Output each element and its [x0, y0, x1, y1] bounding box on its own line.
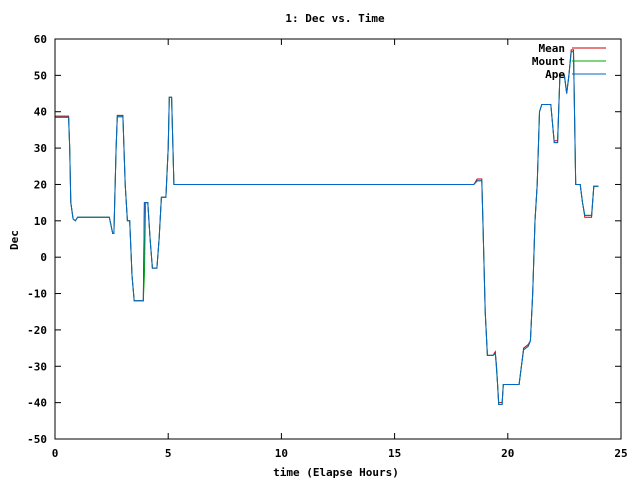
x-tick-label: 0	[52, 447, 59, 460]
y-tick-label: 0	[40, 251, 47, 264]
y-tick-label: -20	[27, 324, 47, 337]
x-tick-label: 20	[501, 447, 514, 460]
y-tick-label: 20	[34, 178, 47, 191]
series-line-mean	[55, 49, 599, 404]
legend-label-mean: Mean	[539, 42, 566, 55]
legend-label-mount: Mount	[532, 55, 565, 68]
y-tick-label: -30	[27, 360, 47, 373]
x-axis-label: time (Elapse Hours)	[273, 466, 399, 479]
legend-label-ape: Ape	[545, 68, 565, 81]
series-line-mount	[55, 51, 599, 405]
y-tick-label: 50	[34, 69, 47, 82]
y-tick-label: -10	[27, 288, 47, 301]
series-lines	[55, 49, 599, 405]
y-tick-label: 30	[34, 142, 47, 155]
y-tick-label: 60	[34, 33, 47, 46]
x-tick-label: 10	[275, 447, 288, 460]
plot-frame	[54, 38, 622, 440]
y-tick-label: 10	[34, 215, 47, 228]
series-line-ape	[55, 51, 599, 405]
x-tick-label: 25	[614, 447, 627, 460]
y-tick-label: -40	[27, 397, 47, 410]
y-axis-label: Dec	[8, 230, 21, 250]
axis-ticks: -50 -40 -30 -20 -10 0 10 20 30 40 50 60 0 5 10 15 20 25	[27, 33, 628, 460]
y-tick-label: -50	[27, 433, 47, 446]
y-tick-label: 40	[34, 106, 47, 119]
x-tick-label: 15	[388, 447, 401, 460]
chart-title: 1: Dec vs. Time	[285, 12, 385, 25]
x-tick-label: 5	[165, 447, 172, 460]
